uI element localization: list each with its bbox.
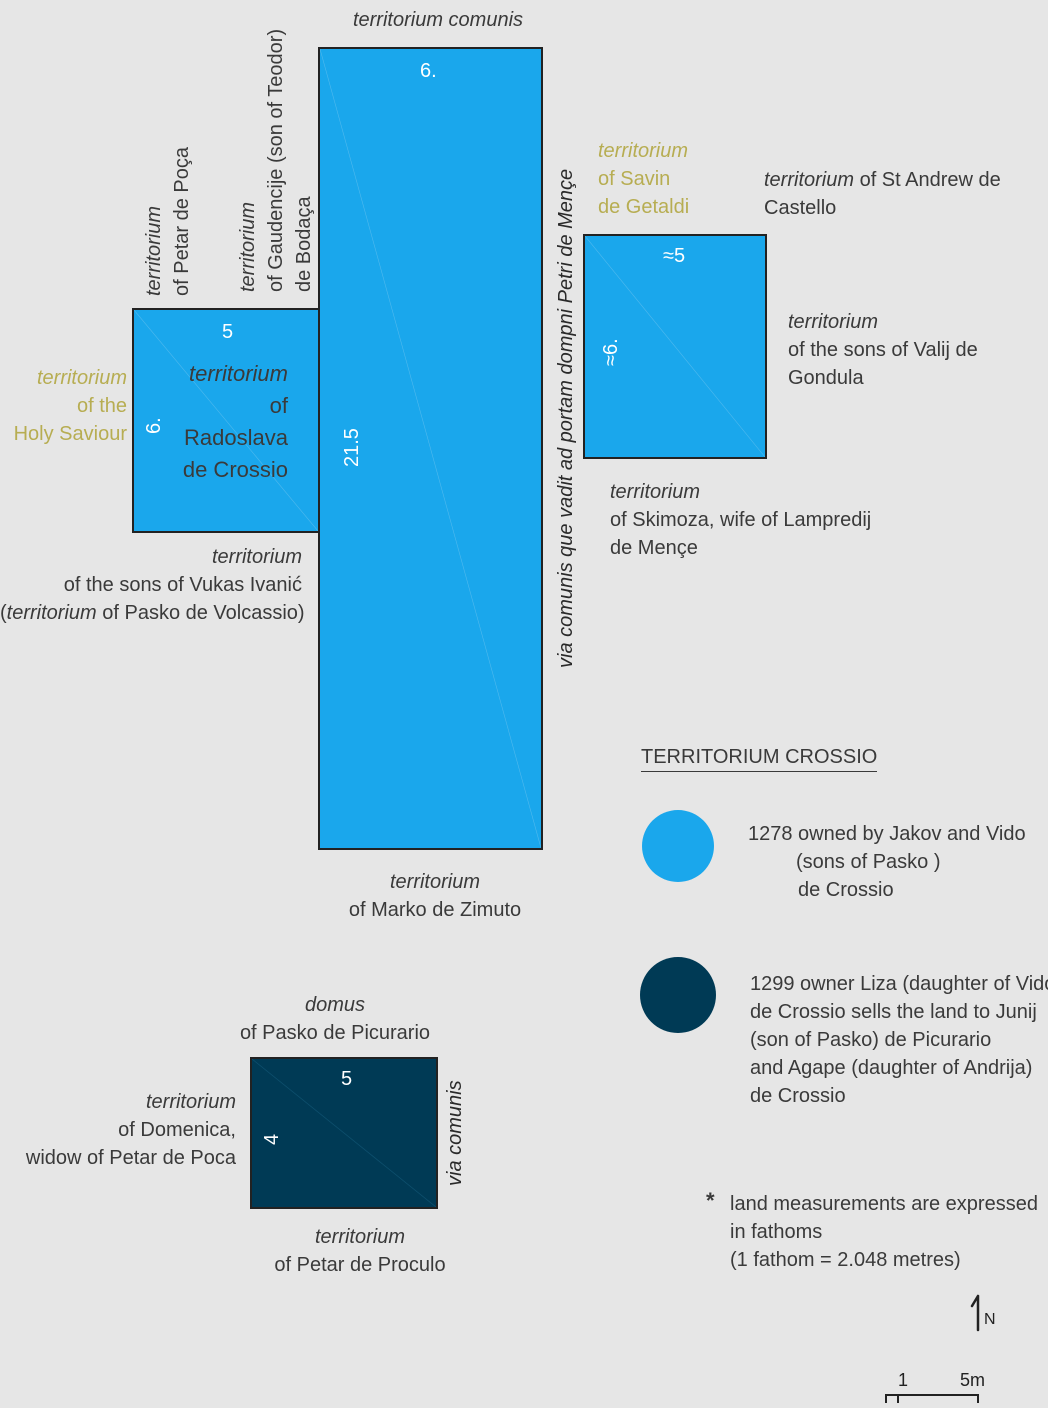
north-arrow-icon [968, 1294, 988, 1332]
legend-swatch-1299 [640, 957, 716, 1033]
plot-right: ≈5 ≈6. [583, 234, 767, 459]
label-via-comunis-long: via comunis que vadit ad portam dompni P… [555, 168, 577, 668]
scale-bar [884, 1390, 980, 1403]
scale-label-1: 1 [898, 1370, 909, 1390]
plot-radoslava: 5 6. [132, 308, 320, 533]
label-petar-poca: territorium of Petar de Poça [143, 147, 193, 296]
label-holy-saviour: territorium of the Holy Saviour [13, 367, 127, 445]
plot-diagonal [134, 310, 318, 531]
legend-note-star: * [706, 1188, 715, 1213]
label-gaudencije: territorium of Gaudencije (son of Teodor… [237, 28, 315, 292]
label-valij: territorium of the sons of Valij de Gond… [788, 311, 978, 389]
legend-note: land measurements are expressed in fatho… [730, 1193, 1038, 1271]
label-proculo: territorium of Petar de Proculo [274, 1226, 446, 1276]
label-zimuto: territorium of Marko de Zimuto [348, 871, 522, 921]
plot-diagonal [585, 236, 765, 457]
label-savin: territorium of Savin de Getaldi [598, 140, 690, 218]
label-radoslava: territorium of Radoslava de Crossio [182, 361, 288, 482]
plot-diagonal [252, 1059, 436, 1207]
measure-main-top: 6. [420, 60, 437, 82]
measure-right-top: ≈5 [663, 245, 686, 267]
legend-title: TERRITORIUM CROSSIO [641, 746, 878, 772]
measure-dark-top: 5 [341, 1068, 353, 1090]
north-label: N [984, 1311, 996, 1328]
measure-right-side: ≈6. [600, 338, 622, 366]
plot-diagonal [320, 49, 541, 848]
legend-item-1299: 1299 owner Liza (daughter of Vido) de Cr… [750, 973, 1048, 1107]
scale-label-5m: 5m [960, 1370, 986, 1390]
label-st-andrew: territorium of St Andrew de Castello [764, 169, 1001, 219]
measure-main-side: 21.5 [341, 428, 363, 467]
legend-item-1278: 1278 owned by Jakov and Vido (sons of Pa… [748, 823, 1026, 901]
label-territorium-comunis: territorium comunis [352, 9, 524, 31]
measure-dark-side: 4 [261, 1133, 283, 1145]
label-via-comunis-short: via comunis [444, 1080, 466, 1186]
legend-swatch-1278 [642, 810, 714, 882]
label-vukas: territorium of the sons of Vukas Ivanić … [0, 546, 305, 624]
measure-left-top: 5 [222, 321, 234, 343]
label-domus: domus of Pasko de Picurario [239, 994, 431, 1044]
plot-main: 6. 21.5 [318, 47, 543, 850]
label-domenica: territorium of Domenica, widow of Petar … [25, 1091, 236, 1169]
label-skimoza: territorium of Skimoza, wife of Lampredi… [610, 481, 872, 559]
plot-1299: 5 4 [250, 1057, 438, 1209]
